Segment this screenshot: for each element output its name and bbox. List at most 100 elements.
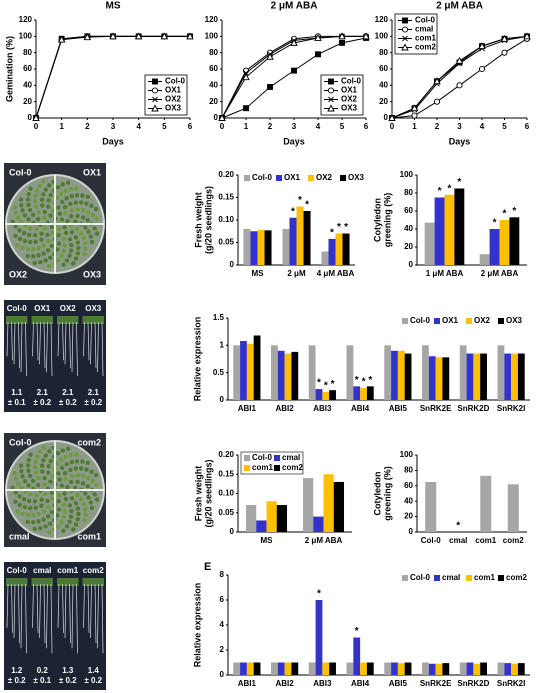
y-tick-label: 20: [379, 97, 388, 106]
seedling: [81, 235, 87, 241]
seedling: [45, 248, 51, 253]
bar: [425, 481, 437, 532]
seedling: [36, 253, 41, 258]
legend-label: OX3: [506, 316, 523, 325]
significance-mark: *: [368, 375, 372, 386]
bar: [302, 478, 314, 532]
chart-title: MS: [106, 1, 121, 12]
y-tick-label: 80: [404, 188, 413, 197]
legend-marker: [401, 26, 409, 33]
marker: [523, 32, 531, 40]
seedling: [84, 467, 89, 472]
bar: [459, 345, 467, 400]
root: [71, 321, 74, 373]
marker: [267, 84, 273, 90]
seedling: [10, 485, 15, 490]
y-tick-label: 100: [19, 31, 33, 40]
root: [11, 321, 13, 361]
y-tick-label: 20: [23, 97, 32, 106]
marker: [478, 65, 486, 73]
seedling: [38, 259, 43, 265]
seedling: [62, 471, 68, 476]
x-tick-label: 2 μM ABA: [305, 536, 343, 545]
seedling: [88, 234, 93, 239]
seedling: [35, 482, 41, 488]
seedling: [57, 211, 62, 216]
seedling: [45, 232, 50, 238]
y-axis-label: Relative expression: [192, 583, 202, 668]
bar: [315, 389, 323, 400]
seedling: [32, 526, 37, 532]
root: [97, 583, 99, 649]
y-tick-label: 0: [230, 260, 235, 269]
y-tick-label: 1: [220, 340, 225, 349]
photo-label: OX1: [83, 167, 101, 177]
seedling: [55, 513, 60, 518]
significance-mark: *: [324, 380, 328, 391]
x-tick-label: cmal: [449, 536, 467, 545]
seedling: [32, 499, 38, 504]
root-length-sd: ± 0.2: [59, 398, 77, 407]
seedling: [64, 196, 69, 201]
x-tick-label: 4: [480, 122, 485, 131]
x-tick-label: 0: [390, 122, 395, 131]
root: [83, 321, 85, 357]
root: [43, 321, 46, 369]
y-tick-label: 8: [220, 570, 225, 579]
significance-mark: *: [330, 228, 334, 239]
seedling: [82, 241, 88, 246]
root: [101, 321, 104, 377]
marker: [455, 56, 464, 64]
bar: [479, 254, 490, 265]
seedling: [41, 179, 46, 184]
seedling: [89, 203, 94, 209]
root-length-mean: 1.1: [11, 388, 23, 397]
x-tick-label: 5: [502, 122, 507, 131]
x-tick-label: ABI4: [351, 679, 370, 688]
seedling: [90, 212, 95, 218]
y-tick-label: 40: [209, 80, 218, 89]
bar: [328, 238, 336, 265]
root: [50, 321, 53, 377]
bar: [511, 353, 518, 400]
seedling: [74, 186, 79, 191]
x-tick-label: ABI1: [238, 404, 257, 413]
bar: [480, 475, 492, 532]
seedling: [92, 226, 97, 231]
seedling: [56, 499, 61, 504]
bar: [511, 663, 518, 675]
bar: [246, 343, 254, 400]
significance-mark: *: [447, 183, 451, 194]
seedling: [59, 519, 64, 525]
x-tick-label: ABI2: [276, 679, 295, 688]
seedling: [42, 475, 47, 481]
photo-label: com2: [77, 437, 101, 447]
seedling: [39, 497, 44, 502]
seedling: [56, 492, 62, 498]
seedling: [34, 493, 39, 498]
bar: [346, 345, 354, 400]
legend-label: OX1: [284, 173, 301, 182]
y-tick-label: 80: [23, 48, 32, 57]
seedling: [27, 207, 33, 213]
seedling: [80, 193, 85, 198]
seedling: [61, 528, 66, 533]
marker: [186, 32, 194, 40]
marker: [433, 77, 441, 85]
legend-label: OX1: [341, 86, 358, 95]
y-tick-label: 120: [205, 15, 219, 24]
seedling: [49, 490, 55, 496]
marker: [109, 32, 117, 40]
root: [32, 321, 34, 357]
photo-label: Col-0: [9, 167, 32, 177]
seedling: [60, 182, 66, 187]
bar: [246, 662, 254, 675]
seedling: [13, 233, 18, 239]
bar: [315, 600, 323, 675]
legend-label: cmal: [415, 25, 433, 34]
legend-swatch: [244, 175, 250, 181]
seedling: [39, 503, 44, 508]
seedling: [50, 496, 55, 501]
marker: [57, 35, 66, 43]
seedling: [81, 501, 87, 507]
